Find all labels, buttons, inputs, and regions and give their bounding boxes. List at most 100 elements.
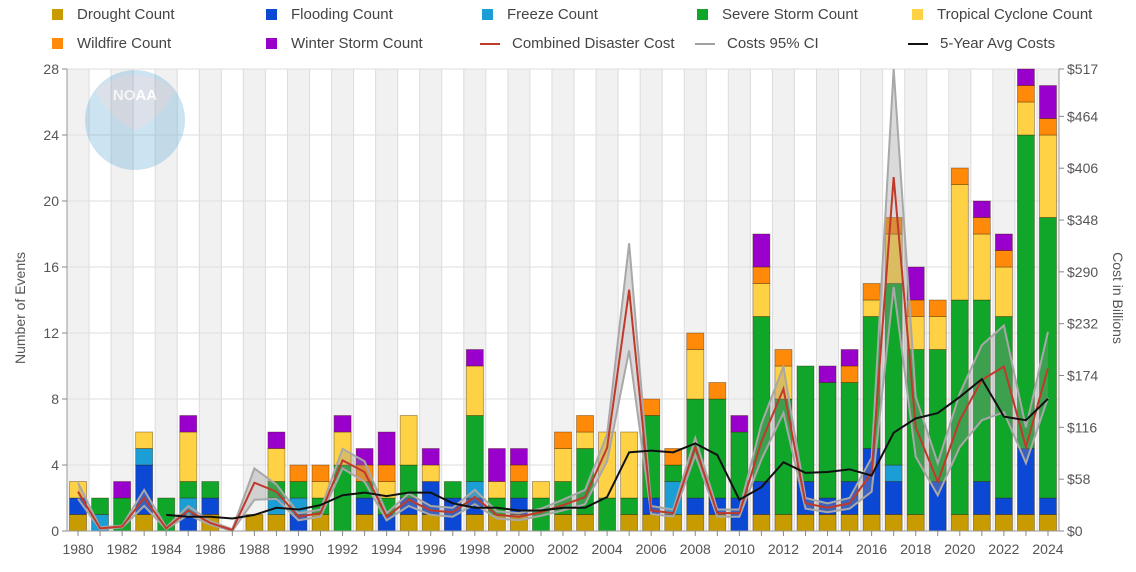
y-tick-label: 12 (43, 325, 59, 341)
bar-severe-storm-count-2015 (840, 382, 859, 482)
legend-label: Freeze Count (507, 6, 598, 23)
drought-swatch (52, 9, 63, 20)
bar-severe-storm-count-1990 (289, 481, 308, 499)
y-tick-label: 16 (43, 259, 59, 275)
background-band (353, 69, 376, 531)
y2-tick-label: $517 (1067, 61, 1098, 77)
bar-drought-count-2017 (884, 514, 903, 532)
background-band (529, 69, 552, 531)
bar-winter-storm-count-2023 (1017, 68, 1035, 86)
y2-tick-label: $406 (1067, 160, 1098, 176)
x-tick-label: 1998 (459, 541, 490, 557)
legend-item-tropical-cyclone[interactable]: Tropical Cyclone Count (912, 6, 1092, 23)
bar-wildfire-count-2016 (862, 283, 881, 301)
x-tick-label: 2016 (856, 541, 887, 557)
bar-drought-count-2014 (818, 514, 837, 532)
background-band (89, 69, 112, 531)
legend-label: 5-Year Avg Costs (940, 35, 1056, 52)
bar-tropical-cyclone-count-1999 (487, 481, 506, 499)
bar-drought-count-1983 (135, 514, 154, 532)
noaa-logo-circle (85, 70, 185, 170)
bar-winter-storm-count-1992 (333, 415, 352, 433)
bar-tropical-cyclone-count-1998 (465, 365, 484, 416)
x-tick-label: 1994 (371, 541, 402, 557)
bar-tropical-cyclone-count-2016 (862, 299, 881, 317)
bar-wildfire-count-2003 (576, 415, 594, 433)
y-tick-label: 24 (43, 127, 59, 143)
legend-item-wildfire[interactable]: Wildfire Count (52, 35, 171, 52)
bar-tropical-cyclone-count-1983 (135, 431, 154, 449)
bar-wildfire-count-1990 (289, 464, 308, 482)
bar-tropical-cyclone-count-1996 (421, 464, 440, 482)
legend-item-combined-cost[interactable]: Combined Disaster Cost (480, 35, 675, 52)
legend-item-drought[interactable]: Drought Count (52, 6, 175, 23)
x-tick-label: 1980 (62, 541, 93, 557)
bar-wildfire-count-2023 (1017, 85, 1035, 103)
legend-item-severe-storm[interactable]: Severe Storm Count (697, 6, 858, 23)
bar-freeze-count-1983 (135, 448, 154, 466)
bar-severe-storm-count-1985 (179, 481, 198, 499)
bar-winter-storm-count-1985 (179, 415, 198, 433)
bar-drought-count-2002 (554, 514, 572, 532)
x-tick-label: 2000 (503, 541, 534, 557)
legend-item-winter-storm[interactable]: Winter Storm Count (266, 35, 423, 52)
bar-winter-storm-count-1982 (113, 481, 132, 499)
noaa-logo: NOAA (85, 70, 185, 170)
bar-wildfire-count-2015 (840, 365, 859, 383)
legend-item-flooding[interactable]: Flooding Count (266, 6, 393, 23)
bar-flooding-count-1993 (355, 497, 374, 515)
x-tick-label: 2002 (547, 541, 578, 557)
x-tick-label: 2006 (636, 541, 667, 557)
5-year-avg-costs-line (166, 377, 1049, 520)
bar-winter-storm-count-2011 (752, 233, 771, 268)
legend-label: Winter Storm Count (291, 35, 423, 52)
bar-wildfire-count-2021 (972, 217, 991, 235)
bar-tropical-cyclone-count-2022 (994, 266, 1013, 317)
background-band (309, 69, 332, 531)
bar-drought-count-1980 (69, 514, 87, 532)
bar-wildfire-count-1994 (377, 464, 396, 482)
x-tick-label: 1984 (151, 541, 182, 557)
bar-tropical-cyclone-count-1995 (399, 415, 418, 466)
legend-item-costs-ci[interactable]: Costs 95% CI (695, 35, 819, 52)
costs-ci-upper-line (77, 68, 1049, 531)
bar-winter-storm-count-1994 (377, 431, 396, 466)
bar-drought-count-2018 (906, 514, 925, 532)
background-band (419, 69, 442, 531)
y2-tick-label: $464 (1067, 108, 1098, 124)
bar-drought-count-1989 (267, 514, 286, 532)
y-tick-label: 4 (51, 457, 59, 473)
bar-drought-count-2021 (972, 514, 991, 532)
y2-tick-label: $290 (1067, 264, 1098, 280)
bar-wildfire-count-1991 (311, 464, 330, 482)
bar-severe-storm-count-1998 (465, 415, 484, 482)
x-tick-label: 1990 (283, 541, 314, 557)
bar-severe-storm-count-2004 (598, 497, 616, 532)
bar-flooding-count-2017 (884, 481, 903, 515)
bar-severe-storm-count-2000 (510, 481, 528, 499)
background-band (199, 69, 222, 531)
bar-winter-storm-count-1999 (487, 448, 506, 482)
bar-tropical-cyclone-count-1989 (267, 448, 286, 482)
legend-item-freeze[interactable]: Freeze Count (482, 6, 598, 23)
bar-flooding-count-2022 (994, 497, 1013, 515)
bar-tropical-cyclone-count-1980 (69, 481, 87, 499)
x-tick-label: 2018 (900, 541, 931, 557)
bar-drought-count-2023 (1017, 514, 1035, 532)
bar-tropical-cyclone-count-2024 (1039, 134, 1057, 218)
bar-winter-storm-count-2021 (972, 200, 991, 218)
bar-winter-storm-count-1996 (421, 448, 440, 466)
y-tick-label: 8 (51, 391, 59, 407)
bar-drought-count-2022 (994, 514, 1013, 532)
legend-item-5yr-avg[interactable]: 5-Year Avg Costs (908, 35, 1055, 52)
bar-drought-count-2008 (686, 514, 705, 532)
freeze-swatch (482, 9, 493, 20)
5yr-avg-line-swatch (908, 42, 928, 45)
y-tick-label: 0 (51, 523, 59, 539)
background-band (221, 69, 244, 531)
noaa-logo-bird (95, 75, 175, 130)
winter-storm-swatch (266, 38, 277, 49)
bar-drought-count-1995 (399, 514, 418, 532)
bar-drought-count-2012 (774, 514, 793, 532)
